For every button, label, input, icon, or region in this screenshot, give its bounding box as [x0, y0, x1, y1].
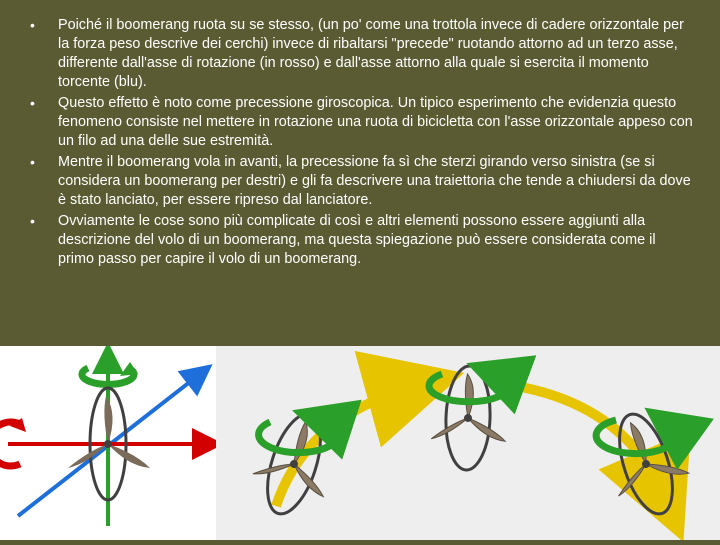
list-item: • Poiché il boomerang ruota su se stesso…: [26, 16, 694, 92]
image-row: [0, 346, 720, 540]
bullet-marker: •: [26, 94, 58, 151]
bullet-marker: •: [26, 212, 58, 269]
bullet-text: Ovviamente le cose sono più complicate d…: [58, 212, 694, 269]
bullet-text-block: • Poiché il boomerang ruota su se stesso…: [26, 16, 694, 271]
bullet-marker: •: [26, 16, 58, 92]
gyroscope-axes-icon: [0, 346, 216, 540]
list-item: • Ovviamente le cose sono più complicate…: [26, 212, 694, 269]
bullet-text: Mentre il boomerang vola in avanti, la p…: [58, 153, 694, 210]
diagram-trajectory: [216, 346, 720, 540]
list-item: • Questo effetto è noto come precessione…: [26, 94, 694, 151]
bullet-text: Poiché il boomerang ruota su se stesso, …: [58, 16, 694, 92]
bullet-text: Questo effetto è noto come precessione g…: [58, 94, 694, 151]
diagram-axes: [0, 346, 216, 540]
bullet-list: • Poiché il boomerang ruota su se stesso…: [26, 16, 694, 269]
list-item: • Mentre il boomerang vola in avanti, la…: [26, 153, 694, 210]
bullet-marker: •: [26, 153, 58, 210]
boomerang-path-icon: [216, 346, 720, 540]
